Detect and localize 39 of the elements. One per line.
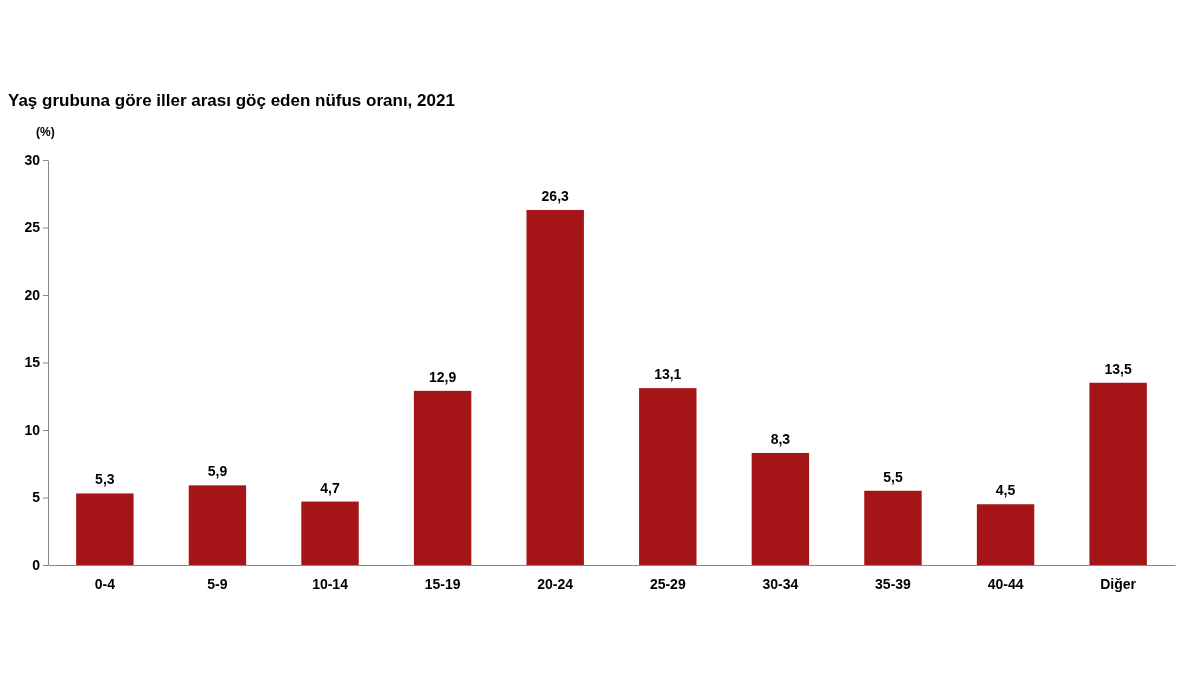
y-tick-label: 0 xyxy=(32,556,41,573)
x-tick-label: Diğer xyxy=(1100,575,1137,592)
data-label: 5,9 xyxy=(207,463,228,480)
x-tick-label: 35-39 xyxy=(875,575,912,592)
y-tick-label: 15 xyxy=(24,354,41,371)
y-tick-label: 30 xyxy=(24,151,41,168)
x-tick-label: 5-9 xyxy=(207,575,228,592)
data-label: 26,3 xyxy=(541,187,570,204)
bar xyxy=(413,390,472,565)
data-label: 13,1 xyxy=(654,366,682,383)
data-label: 4,7 xyxy=(320,479,340,496)
bar xyxy=(188,485,247,565)
data-label: 13,5 xyxy=(1104,360,1132,377)
bar xyxy=(751,452,810,565)
bar xyxy=(976,504,1035,565)
x-tick-label: 20-24 xyxy=(537,575,574,592)
x-tick-label: 10-14 xyxy=(312,575,349,592)
bar xyxy=(76,493,134,565)
bar xyxy=(864,490,922,565)
x-tick-label: 40-44 xyxy=(987,575,1024,592)
data-label: 12,9 xyxy=(428,368,457,385)
data-label: 8,3 xyxy=(770,430,791,447)
chart-title: Yaş grubuna göre iller arası göç eden nüfus oranı, 2021 xyxy=(8,91,455,110)
data-label: 5,5 xyxy=(883,468,903,485)
y-axis-title: (%) xyxy=(36,125,55,139)
y-tick-label: 20 xyxy=(24,286,41,303)
y-tick-label: 5 xyxy=(32,489,41,506)
bar xyxy=(526,209,584,565)
y-tick-label: 10 xyxy=(24,421,41,438)
data-label: 5,3 xyxy=(95,471,115,488)
bar xyxy=(1089,382,1147,565)
x-tick-label: 30-34 xyxy=(762,575,799,592)
data-label: 4,5 xyxy=(995,482,1016,499)
x-tick-label: 15-19 xyxy=(424,575,461,592)
bar xyxy=(301,501,359,565)
bar xyxy=(639,388,697,565)
x-tick-label: 0-4 xyxy=(94,575,116,592)
x-tick-label: 25-29 xyxy=(649,575,686,592)
y-tick-label: 25 xyxy=(24,219,41,236)
